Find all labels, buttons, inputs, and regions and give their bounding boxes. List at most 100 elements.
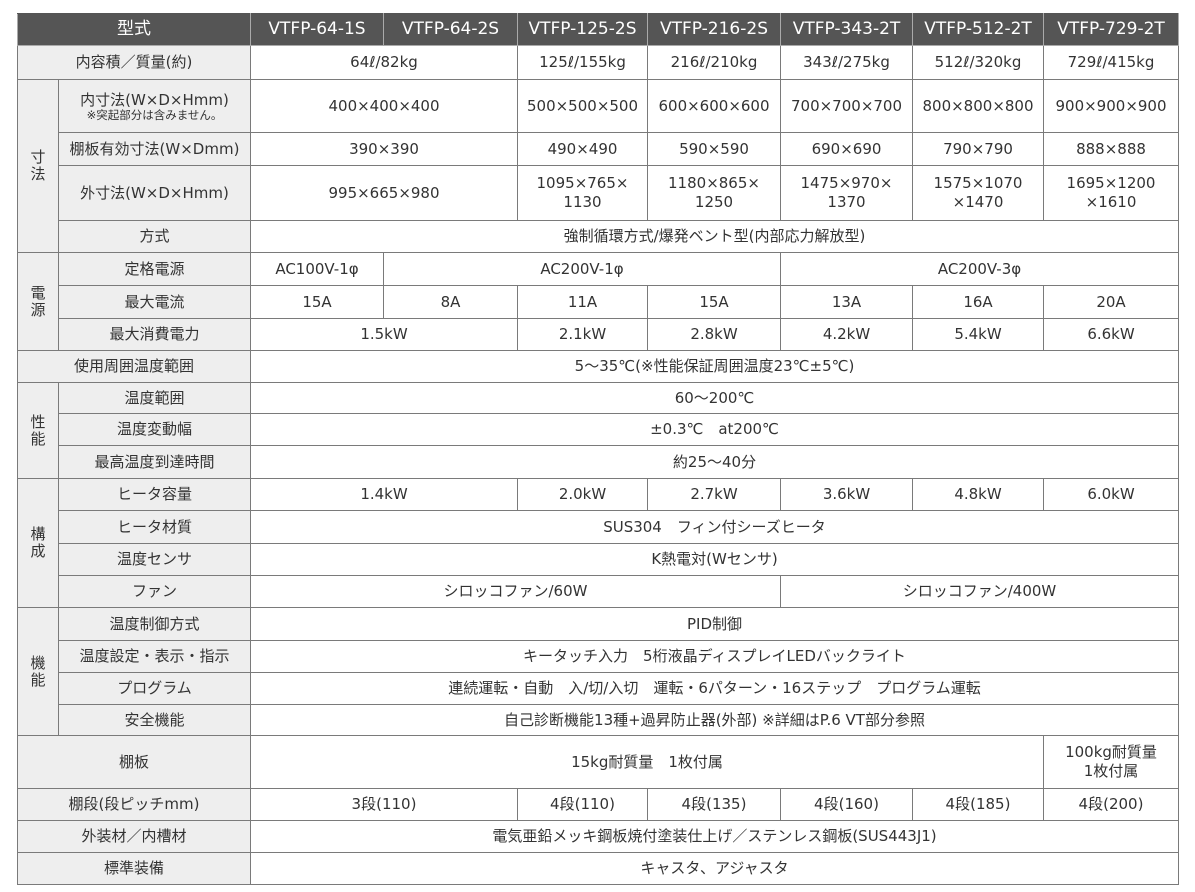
spec-value: AC100V-1φ (250, 252, 384, 286)
spec-value: 1475×970× 1370 (780, 165, 913, 221)
spec-value: SUS304 フィン付シーズヒータ (250, 510, 1179, 544)
model-header: VTFP-216-2S (647, 13, 781, 46)
spec-value: 4段(200) (1043, 788, 1179, 821)
row-label: 棚板 (17, 735, 251, 789)
group-label: 構 成 (17, 478, 59, 608)
header-row: 型式 VTFP-64-1S VTFP-64-2S VTFP-125-2S VTFP-21… (17, 13, 1179, 46)
spec-value: キータッチ入力 5桁液晶ディスプレイLEDバックライト (250, 640, 1179, 673)
spec-value: 216ℓ/210kg (647, 45, 781, 80)
row-label-text: 温度制御方式 (109, 614, 200, 633)
spec-row: 温度設定・表示・指示 キータッチ入力 5桁液晶ディスプレイLEDバックライト (18, 640, 1179, 673)
spec-row: 最大電流 15A 8A 11A 15A 13A 16A 20A (18, 285, 1179, 319)
group-label: 寸 法 (17, 79, 59, 253)
spec-value: 800×800×800 (912, 79, 1044, 133)
spec-value: ±0.3℃ at200℃ (250, 413, 1179, 446)
row-label-text: 定格電源 (124, 259, 185, 278)
row-label: 温度設定・表示・指示 (58, 640, 251, 673)
spec-row: ファン シロッコファン/60W シロッコファン/400W (18, 575, 1179, 608)
spec-row: 温度変動幅 ±0.3℃ at200℃ (18, 413, 1179, 446)
spec-value: 343ℓ/275kg (780, 45, 913, 80)
spec-value: PID制御 (250, 607, 1179, 641)
row-label-text: 最大電流 (124, 292, 185, 311)
row-label: 内寸法(W×D×Hmm) ※突起部分は含みません。 (58, 79, 251, 133)
row-label-text: ヒータ材質 (116, 517, 192, 536)
spec-value: 700×700×700 (780, 79, 913, 133)
spec-row: 使用周囲温度範囲 5～35℃(※性能保証周囲温度23℃±5℃) (17, 350, 1179, 383)
spec-value: 100kg耐質量 1枚付属 (1043, 735, 1179, 789)
spec-row: 棚板 15kg耐質量 1枚付属 100kg耐質量 1枚付属 (17, 735, 1179, 789)
spec-value: キャスタ、アジャスタ (250, 852, 1179, 885)
spec-value: 64ℓ/82kg (250, 45, 518, 80)
row-label-text: 外装材／内槽材 (81, 827, 187, 845)
row-label: 標準装備 (17, 852, 251, 885)
row-label-text: 安全機能 (124, 710, 185, 729)
spec-value: 2.7kW (647, 478, 781, 511)
spec-value: 4.2kW (780, 318, 913, 351)
spec-value: 60～200℃ (250, 382, 1179, 414)
spec-value: 2.0kW (517, 478, 648, 511)
spec-value: 自己診断機能13種+過昇防止器(外部) ※詳細はP.6 VT部分参照 (250, 704, 1179, 736)
spec-value: 600×600×600 (647, 79, 781, 133)
row-label-text: 外寸法(W×D×Hmm) (80, 183, 229, 202)
spec-value: 729ℓ/415kg (1043, 45, 1179, 80)
model-header: VTFP-343-2T (780, 13, 913, 46)
spec-table: 型式 VTFP-64-1S VTFP-64-2S VTFP-125-2S VTFP-21… (17, 13, 1179, 885)
spec-value: 15kg耐質量 1枚付属 (250, 735, 1044, 789)
row-label: 安全機能 (58, 704, 251, 736)
spec-value: 125ℓ/155kg (517, 45, 648, 80)
spec-value: 4.8kW (912, 478, 1044, 511)
row-label-text: 内寸法(W×D×Hmm) (80, 90, 229, 109)
spec-value: 1695×1200 ×1610 (1043, 165, 1179, 221)
row-label: 外寸法(W×D×Hmm) (58, 165, 251, 221)
spec-value: 900×900×900 (1043, 79, 1179, 133)
row-label: 最高温度到達時間 (58, 445, 251, 479)
spec-value: 13A (780, 285, 913, 319)
spec-row: 機 能 温度制御方式 PID制御 (17, 607, 1179, 736)
spec-value: 1575×1070 ×1470 (912, 165, 1044, 221)
spec-value: 約25～40分 (250, 445, 1179, 479)
spec-value: 3段(110) (250, 788, 518, 821)
row-label-text: プログラム (117, 679, 192, 697)
spec-row: 構 成 ヒータ容量 1.4kW 2.0kW 2.7kW 3.6kW 4.8kW 6.0kW (17, 478, 1179, 608)
spec-row: 内容積／質量(約) 64ℓ/82kg 125ℓ/155kg 216ℓ/210kg 343… (17, 45, 1179, 80)
spec-value: 1180×865× 1250 (647, 165, 781, 221)
spec-value: 6.0kW (1043, 478, 1179, 511)
spec-value: 5～35℃(※性能保証周囲温度23℃±5℃) (250, 350, 1179, 383)
row-label-text: 最大消費電力 (109, 325, 200, 343)
row-label-text: ヒータ容量 (116, 485, 192, 503)
spec-value: 4段(135) (647, 788, 781, 821)
model-header: VTFP-729-2T (1043, 13, 1179, 46)
spec-value: 1095×765× 1130 (517, 165, 648, 221)
spec-value: 512ℓ/320kg (912, 45, 1044, 80)
spec-value: 2.8kW (647, 318, 781, 351)
spec-value: 8A (383, 285, 518, 319)
spec-value: 5.4kW (912, 318, 1044, 351)
spec-value: シロッコファン/60W (250, 575, 781, 608)
row-label-text: 使用周囲温度範囲 (73, 357, 194, 375)
spec-value: 2.1kW (517, 318, 648, 351)
row-label-text: 温度センサ (116, 550, 192, 568)
row-label-note: ※突起部分は含みません。 (86, 107, 223, 122)
spec-value: 390×390 (250, 132, 518, 166)
spec-row: 寸 法内寸法(W×D×Hmm) ※突起部分は含みません。 400×400×400 50… (17, 79, 1179, 253)
model-header: VTFP-125-2S (517, 13, 648, 46)
spec-value: 690×690 (780, 132, 913, 166)
spec-row: 最高温度到達時間 約25～40分 (18, 445, 1179, 479)
spec-value: AC200V-3φ (780, 252, 1179, 286)
row-label: 定格電源 (58, 252, 251, 286)
spec-row: 棚板有効寸法(W×Dmm) 390×390 490×490 590×590 690×69… (18, 132, 1179, 166)
row-label: 温度制御方式 (58, 607, 251, 641)
spec-value: シロッコファン/400W (780, 575, 1179, 608)
spec-row: 方式 強制循環方式/爆発ベント型(内部応力解放型) (18, 220, 1179, 253)
model-header: VTFP-512-2T (912, 13, 1044, 46)
row-label-text: 方式 (139, 227, 170, 245)
spec-row: プログラム 連続運転・自動 入/切/入切 運転・6パターン・16ステップ プログラ… (18, 672, 1179, 705)
spec-value: 強制循環方式/爆発ベント型(内部応力解放型) (250, 220, 1179, 253)
row-label: 温度範囲 (58, 382, 251, 414)
spec-row: 性 能 温度範囲 60～200℃ (17, 382, 1179, 479)
spec-value: 4段(185) (912, 788, 1044, 821)
row-label: ファン (58, 575, 251, 608)
row-label-text: 棚板有効寸法(W×Dmm) (69, 139, 240, 158)
row-label-text: 棚板 (118, 752, 149, 771)
spec-value: 4段(160) (780, 788, 913, 821)
